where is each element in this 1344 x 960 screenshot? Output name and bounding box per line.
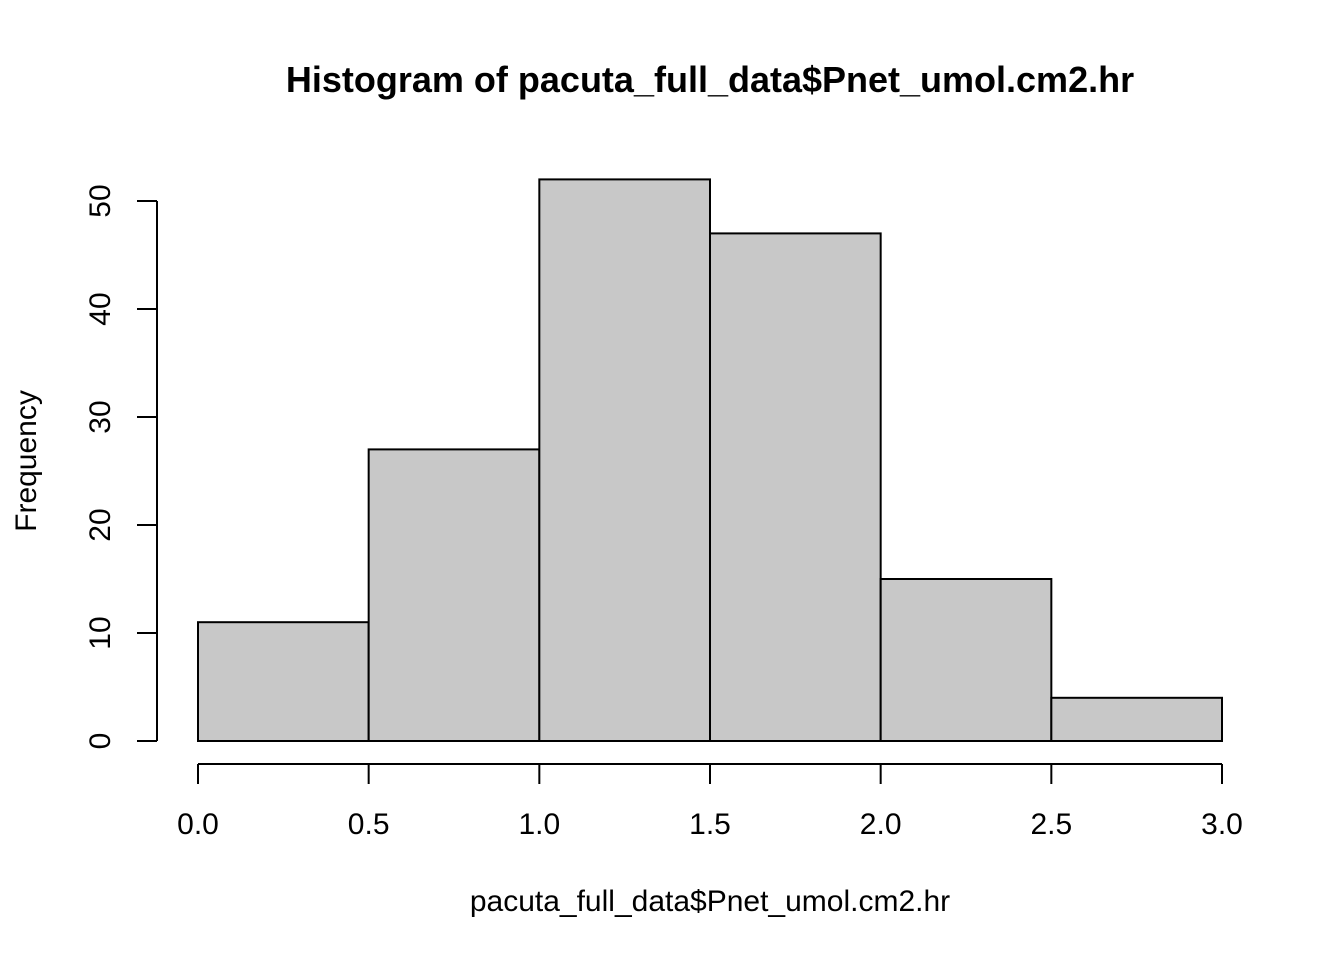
x-tick-label-6: 3.0 xyxy=(1201,808,1243,841)
y-axis: 0 10 20 30 40 50 xyxy=(84,184,158,750)
histogram-bar-5 xyxy=(1050,696,1224,742)
x-tick-label-5: 2.5 xyxy=(1030,808,1072,841)
y-tick-label-3: 30 xyxy=(84,400,117,433)
x-tick-label-3: 1.5 xyxy=(689,808,731,841)
y-tick-label-0: 0 xyxy=(84,733,117,750)
x-axis: 0.0 0.5 1.0 1.5 2.0 2.5 3.0 xyxy=(177,763,1243,841)
histogram-bar-3 xyxy=(709,232,882,742)
y-tick-label-5: 50 xyxy=(84,184,117,217)
bars-group xyxy=(197,178,1224,743)
y-axis-label: Frequency xyxy=(10,390,43,532)
x-axis-label: pacuta_full_data$Pnet_umol.cm2.hr xyxy=(470,885,950,918)
x-tick-label-0: 0.0 xyxy=(177,808,219,841)
y-tick-label-2: 20 xyxy=(84,508,117,541)
x-tick-label-1: 0.5 xyxy=(348,808,390,841)
y-tick-label-4: 40 xyxy=(84,292,117,325)
x-tick-label-2: 1.0 xyxy=(518,808,560,841)
histogram-bar-1 xyxy=(367,448,541,742)
histogram-bar-4 xyxy=(879,578,1053,742)
y-tick-label-1: 10 xyxy=(84,616,117,649)
x-tick-label-4: 2.0 xyxy=(860,808,902,841)
histogram-bar-2 xyxy=(538,178,711,742)
histogram-bar-0 xyxy=(197,621,370,743)
chart-title: Histogram of pacuta_full_data$Pnet_umol.… xyxy=(286,59,1134,100)
